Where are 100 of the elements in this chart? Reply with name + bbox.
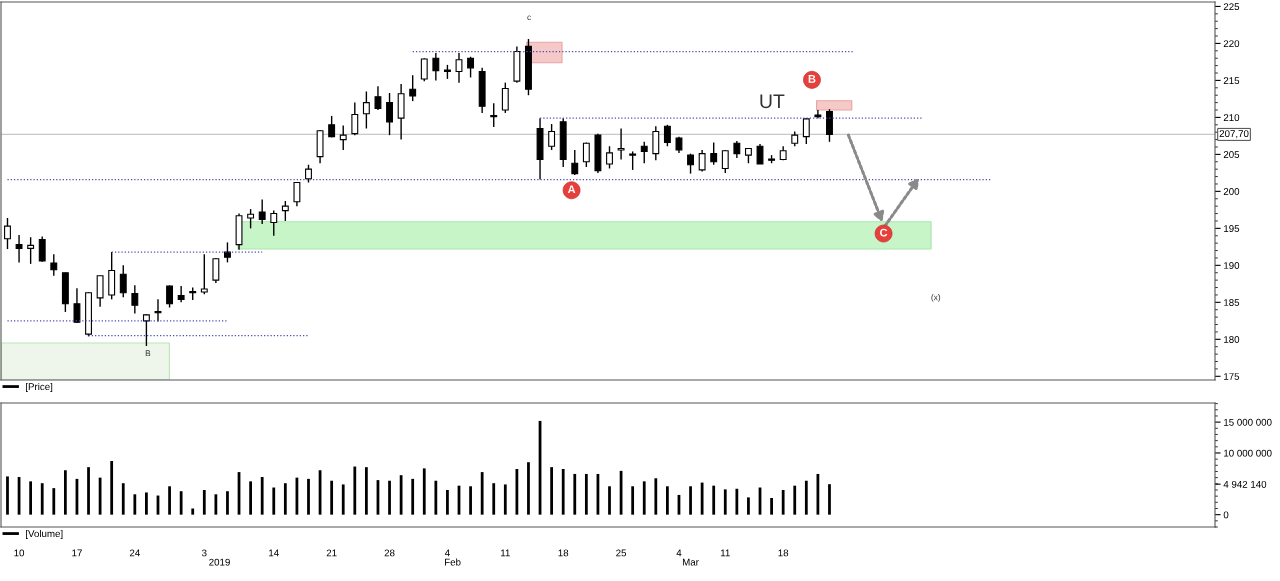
annotation: c [527, 15, 531, 21]
bar [515, 469, 519, 515]
candlestick [212, 257, 220, 284]
bar [40, 483, 44, 515]
y-tick-label: 210 [1223, 114, 1240, 122]
x-tick-label: 10 [14, 549, 25, 557]
bar [191, 508, 195, 515]
bar [561, 469, 565, 515]
annotation: (x) [931, 294, 941, 302]
y-tick-label: 205 [1223, 151, 1240, 158]
candlestick [258, 198, 266, 225]
legend-label: [Volume] [26, 529, 63, 539]
x-tick-label: 4 [444, 549, 450, 557]
y-tick-label: 185 [1224, 299, 1240, 306]
bar [608, 486, 611, 515]
candlestick [362, 90, 370, 130]
x-tick-label: 18 [558, 549, 569, 557]
bar [226, 491, 229, 515]
bar [654, 478, 658, 515]
bar [781, 489, 785, 515]
x-tick-label: 21 [326, 549, 337, 557]
candlestick [490, 102, 498, 128]
bar [804, 480, 808, 515]
candlestick [652, 125, 660, 161]
x-tick-label: 3 [201, 549, 207, 557]
bar [214, 494, 218, 515]
annotation: C [880, 228, 888, 237]
bar [712, 485, 716, 515]
bar [121, 483, 125, 515]
bar [573, 473, 577, 515]
candlestick [432, 52, 440, 82]
candlestick [281, 200, 289, 222]
bar [492, 483, 496, 515]
y-tick-label: 15 000 000 [1224, 418, 1272, 426]
x-tick-label: 4 [676, 549, 682, 557]
candlestick [756, 143, 764, 165]
bar [63, 470, 67, 515]
candlestick [629, 150, 637, 171]
bar [642, 481, 646, 515]
bar [527, 462, 530, 515]
candlestick [154, 298, 162, 323]
candlestick [27, 236, 35, 265]
bar [399, 475, 403, 515]
bar [307, 478, 310, 515]
candlestick [374, 85, 382, 111]
bar [168, 486, 171, 515]
bar [52, 488, 56, 515]
candlestick [50, 253, 58, 277]
candlestick [640, 141, 648, 164]
bar [341, 484, 345, 515]
candlestick [166, 284, 174, 309]
annotation: B [808, 75, 816, 83]
y-tick-label: 175 [1224, 373, 1240, 380]
candlestick [351, 101, 359, 136]
bar [723, 489, 727, 515]
bar [735, 488, 739, 515]
candlestick [710, 141, 718, 166]
y-tick-label: 195 [1224, 225, 1240, 232]
candlestick [38, 235, 46, 263]
candlestick [501, 81, 509, 114]
x-tick-label: 14 [269, 549, 279, 557]
y-tick-label: 190 [1224, 262, 1240, 269]
candlestick [606, 145, 613, 170]
candlestick [386, 92, 393, 136]
bar [353, 466, 357, 515]
ref-line-label: 207,70 [1219, 130, 1249, 139]
bar [283, 483, 287, 515]
text: Mar [682, 558, 699, 566]
candlestick [15, 234, 23, 264]
x-tick-label: 18 [778, 549, 789, 557]
bar [793, 485, 797, 515]
candlestick [200, 253, 208, 295]
candlestick [548, 123, 556, 151]
bar [666, 486, 669, 515]
candlestick [571, 149, 579, 176]
candlestick [270, 209, 278, 237]
bar [434, 480, 438, 515]
x-tick-label: 24 [129, 549, 140, 557]
bar [469, 486, 472, 515]
candlestick [339, 124, 347, 151]
x-tick-label: 11 [501, 549, 510, 557]
candlestick [4, 217, 11, 250]
bar [330, 480, 334, 515]
candlestick [582, 141, 590, 168]
x-tick-label: 25 [616, 549, 627, 557]
x-tick-label: 11 [720, 549, 730, 557]
candlestick [142, 313, 150, 347]
bar [145, 492, 148, 515]
y-tick-label: 220 [1223, 40, 1240, 48]
bar [272, 487, 276, 515]
text: Feb [445, 558, 461, 566]
bar [260, 477, 264, 515]
bar [503, 484, 507, 515]
text: 2019 [209, 558, 230, 566]
candlestick [409, 74, 417, 102]
y-tick-label: 4 942 140 [1223, 480, 1267, 488]
bar [133, 494, 137, 515]
candlestick [131, 284, 139, 315]
bar [6, 476, 9, 515]
bar [179, 491, 183, 515]
